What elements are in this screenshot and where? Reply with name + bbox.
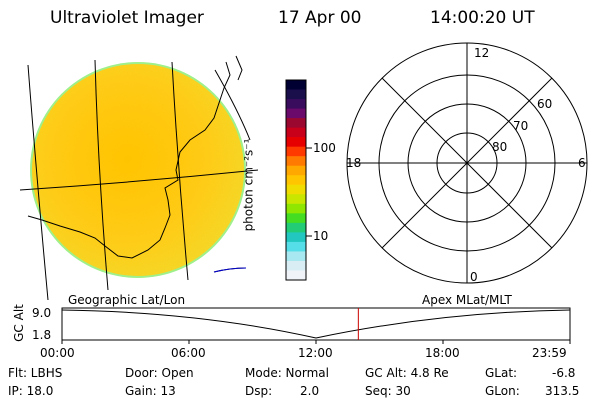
- colorbar-segment: [286, 127, 306, 138]
- geographic-label: Geographic Lat/Lon: [68, 293, 186, 307]
- colorbar-segment: [286, 175, 306, 186]
- x-tick-label: 23:59: [532, 346, 567, 360]
- mlt-label-12: 12: [474, 46, 490, 60]
- x-tick-label: 06:00: [171, 346, 206, 360]
- observation-time: 14:00:20 UT: [430, 8, 535, 28]
- colorbar-segment: [286, 270, 306, 281]
- gc-alt-info: GC Alt: 4.8 Re: [365, 366, 449, 380]
- dsp-label: Dsp:: [245, 384, 273, 398]
- colorbar-segment: [286, 184, 306, 195]
- mlat-label-60: 60: [537, 97, 553, 111]
- colorbar-tick-10: 10: [313, 229, 329, 243]
- lat-lon-grid: [19, 59, 259, 301]
- limb-trace: [213, 267, 247, 273]
- y-tick-top: 9.0: [32, 306, 52, 320]
- colorbar-segment: [286, 165, 306, 176]
- x-tick-label: 18:00: [425, 346, 460, 360]
- y-axis-label: GC Alt: [11, 304, 26, 342]
- x-tick-label: 12:00: [298, 346, 333, 360]
- glon-label: GLon:: [485, 384, 520, 398]
- colorbar-segment: [286, 118, 306, 129]
- filter-info: Flt: LBHS: [8, 366, 63, 380]
- gain-info: Gain: 13: [125, 384, 176, 398]
- dsp-value: 2.0: [300, 384, 320, 398]
- colorbar-segment: [286, 222, 306, 233]
- colorbar-segment: [286, 146, 306, 157]
- seq-info: Seq: 30: [365, 384, 411, 398]
- colorbar-segment: [286, 80, 306, 91]
- coastline: [27, 55, 247, 273]
- glat-value: -6.8: [552, 366, 576, 380]
- observation-date: 17 Apr 00: [278, 8, 362, 28]
- altitude-curve: [61, 309, 571, 339]
- mlt-label-0: 0: [470, 270, 478, 284]
- colorbar-segment: [286, 260, 306, 272]
- page-title: Ultraviolet Imager: [50, 8, 204, 28]
- door-info: Door: Open: [125, 366, 194, 380]
- mlt-label-6: 6: [578, 156, 586, 170]
- mlat-label-70: 70: [513, 119, 529, 133]
- apex-label: Apex MLat/MLT: [422, 293, 512, 307]
- colorbar-segment: [286, 194, 306, 205]
- colorbar-segment: [286, 241, 306, 253]
- mode-info: Mode: Normal: [245, 366, 329, 380]
- glon-value: 313.5: [545, 384, 580, 398]
- earth-disk: [30, 62, 246, 278]
- y-tick-bottom: 1.8: [32, 328, 52, 342]
- colorbar-segment: [286, 156, 306, 167]
- x-tick-label: 00:00: [40, 346, 75, 360]
- colorbar-segment: [286, 89, 306, 100]
- colorbar-segment: [286, 99, 306, 110]
- mlt-label-18: 18: [346, 156, 362, 170]
- colorbar-segment: [286, 232, 306, 243]
- colorbar-segment: [286, 108, 306, 119]
- ip-info: IP: 18.0: [8, 384, 54, 398]
- colorbar-unit-label: photon cm⁻²s⁻¹: [241, 138, 256, 232]
- colorbar-tick-100: 100: [313, 141, 336, 155]
- colorbar-segment: [286, 203, 306, 214]
- mlat-label-80: 80: [492, 140, 508, 154]
- colorbar-segment: [286, 251, 306, 262]
- colorbar-segment: [286, 213, 306, 224]
- glat-label: GLat:: [485, 366, 518, 380]
- colorbar-segment: [286, 137, 306, 148]
